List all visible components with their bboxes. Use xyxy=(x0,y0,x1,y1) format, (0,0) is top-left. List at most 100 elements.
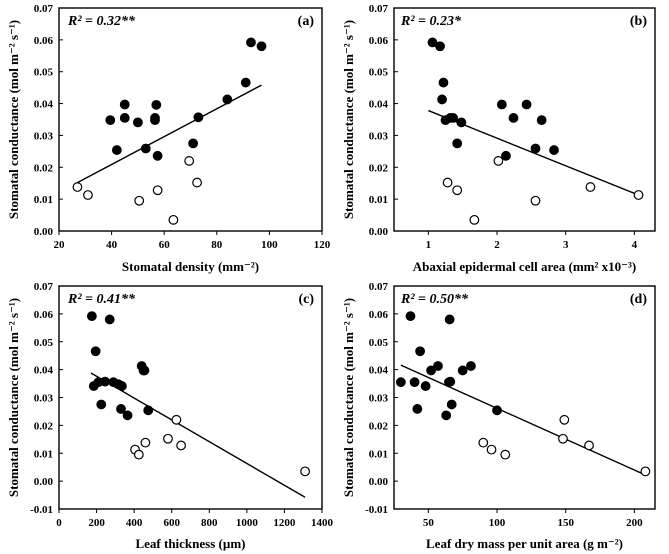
x-tick-label: 800 xyxy=(201,517,218,529)
data-point-filled xyxy=(119,113,130,123)
plot-frame xyxy=(58,7,323,232)
y-tick-label: 0.02 xyxy=(369,420,389,432)
data-point-filled xyxy=(549,145,559,155)
y-tick-label: 0.03 xyxy=(34,130,54,142)
data-point-filled xyxy=(446,399,457,410)
x-tick-label: 1 xyxy=(426,239,432,251)
y-tick-label: 0.02 xyxy=(369,162,389,174)
data-point-filled xyxy=(116,404,126,414)
x-tick-label: 120 xyxy=(314,239,331,251)
data-point-open xyxy=(559,414,570,425)
y-axis-title: Stomatal conductance (mol m⁻² s⁻¹) xyxy=(341,298,356,497)
y-tick-label: 0.05 xyxy=(34,67,54,79)
y-tick-label: 0.05 xyxy=(369,337,389,349)
y-axis-title: Stomatal conductance (mol m⁻² s⁻¹) xyxy=(6,298,21,497)
data-point-open xyxy=(530,195,541,206)
y-tick-label: 0.05 xyxy=(34,337,54,349)
data-point-filled xyxy=(435,41,445,52)
data-point-filled xyxy=(140,143,151,154)
panel-b: 0.00 0.01 0.02 0.03 0.04 0.05 0.06 0.07 1 2 3 4 Abax… xyxy=(341,3,656,274)
data-point-filled xyxy=(139,365,150,376)
plot-frame xyxy=(393,7,656,232)
data-point-filled xyxy=(132,117,143,128)
data-point-open xyxy=(133,449,144,460)
data-point-open xyxy=(184,156,195,166)
y-tick-label: 0.06 xyxy=(34,35,54,47)
y-tick-label: 0.04 xyxy=(34,365,54,377)
x-tick-label: 1200 xyxy=(273,517,296,529)
data-point-filled xyxy=(88,381,99,391)
x-tick-label: 40 xyxy=(106,239,118,251)
x-tick-label: 0 xyxy=(56,517,62,529)
data-point-filled xyxy=(246,37,256,48)
y-tick-label: 0.04 xyxy=(369,365,389,377)
data-point-filled xyxy=(405,311,416,322)
data-point-filled xyxy=(433,361,443,371)
y-tick-label: 0.06 xyxy=(34,309,54,321)
data-point-filled xyxy=(456,117,467,128)
y-tick-label: 0.04 xyxy=(34,99,54,111)
y-tick-label: 0.07 xyxy=(34,281,54,293)
x-tick-label: 200 xyxy=(88,517,105,529)
r-squared-annotation: R² = 0.23* xyxy=(400,14,462,29)
panel-label: (c) xyxy=(298,292,314,307)
x-tick-label: 150 xyxy=(557,517,574,529)
data-point-open xyxy=(500,449,511,460)
data-point-filled xyxy=(105,115,116,126)
data-point-filled xyxy=(150,115,160,126)
data-point-filled xyxy=(508,113,519,123)
plot-frame xyxy=(393,285,656,510)
data-point-open xyxy=(176,440,187,451)
data-point-open xyxy=(469,214,480,225)
regression-line xyxy=(90,372,306,498)
data-point-open xyxy=(493,156,504,166)
data-point-filled xyxy=(409,377,420,388)
data-point-open xyxy=(171,414,182,425)
x-tick-label: 80 xyxy=(211,239,223,251)
y-tick-label: 0.00 xyxy=(34,226,54,238)
data-point-filled xyxy=(395,377,406,388)
data-point-open xyxy=(452,185,463,196)
data-point-filled xyxy=(466,361,476,371)
data-point-open xyxy=(640,466,651,477)
regression-line xyxy=(77,84,262,184)
y-tick-label: 0.02 xyxy=(34,420,54,432)
data-point-filled xyxy=(426,365,436,376)
data-point-open xyxy=(584,440,594,451)
panel-c: -0.01 0.00 0.01 0.02 0.03 0.04 0.05 0.06 0.07 0 20… xyxy=(6,281,334,551)
data-point-open xyxy=(585,182,596,192)
y-tick-label: 0.01 xyxy=(34,194,53,206)
y-tick-label: 0.01 xyxy=(369,448,388,460)
data-point-filled xyxy=(240,77,251,88)
data-point-open xyxy=(168,214,179,225)
y-tick-label: 0.03 xyxy=(369,393,389,405)
panel-label: (b) xyxy=(630,14,647,29)
data-point-open xyxy=(192,177,202,188)
data-point-filled xyxy=(452,138,463,149)
data-point-filled xyxy=(415,346,426,357)
data-point-filled xyxy=(501,150,511,161)
data-point-filled xyxy=(437,94,447,105)
r-squared-annotation: R² = 0.32** xyxy=(67,14,136,29)
x-tick-label: 4 xyxy=(632,239,638,251)
data-point-filled xyxy=(222,94,233,105)
data-point-filled xyxy=(188,138,199,149)
data-point-open xyxy=(134,195,145,206)
data-point-open xyxy=(72,182,83,192)
x-tick-label: 2 xyxy=(494,239,500,251)
y-tick-label: 0.05 xyxy=(369,67,389,79)
data-point-filled xyxy=(104,314,115,325)
data-point-filled xyxy=(151,99,162,110)
x-tick-label: 60 xyxy=(159,239,171,251)
y-tick-label: -0.01 xyxy=(365,504,388,516)
y-axis-title: Stomatal conductance (mol m⁻² s⁻¹) xyxy=(341,20,356,219)
y-tick-label: -0.01 xyxy=(30,504,53,516)
data-point-filled xyxy=(96,399,107,410)
y-tick-label: 0.01 xyxy=(369,194,388,206)
data-point-filled xyxy=(492,405,502,416)
data-point-open xyxy=(83,190,93,200)
data-point-open xyxy=(140,437,151,448)
y-tick-label: 0.02 xyxy=(34,162,54,174)
x-axis-title: Stomatal density (mm⁻²) xyxy=(122,259,259,274)
y-tick-label: 0.00 xyxy=(34,476,54,488)
